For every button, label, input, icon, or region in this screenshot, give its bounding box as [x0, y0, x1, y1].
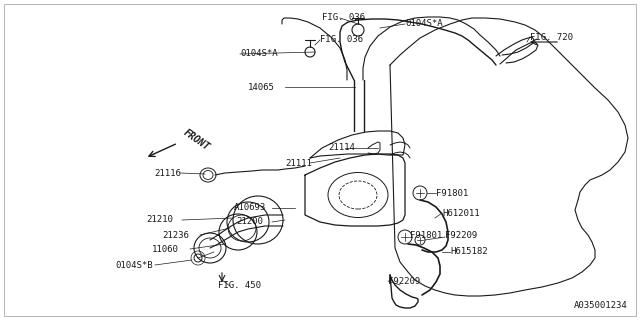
- Text: FRONT: FRONT: [182, 127, 212, 153]
- Text: F92209: F92209: [445, 230, 477, 239]
- Text: 21210: 21210: [146, 215, 173, 225]
- Text: 21200: 21200: [236, 218, 263, 227]
- Text: 21116: 21116: [154, 169, 181, 178]
- Text: A035001234: A035001234: [574, 301, 628, 310]
- Text: 11060: 11060: [152, 244, 179, 253]
- Text: F92209: F92209: [388, 276, 420, 285]
- Text: FIG. 720: FIG. 720: [530, 33, 573, 42]
- Text: 21111: 21111: [285, 158, 312, 167]
- Text: FIG. 036: FIG. 036: [320, 36, 363, 44]
- Text: 0104S*A: 0104S*A: [405, 20, 443, 28]
- Text: F91801: F91801: [436, 188, 468, 197]
- Text: A10693: A10693: [234, 204, 266, 212]
- Text: FIG. 036: FIG. 036: [322, 13, 365, 22]
- Text: 21236: 21236: [162, 230, 189, 239]
- Text: 14065: 14065: [248, 83, 275, 92]
- Text: 0104S*A: 0104S*A: [240, 50, 278, 59]
- Text: FIG. 450: FIG. 450: [218, 282, 261, 291]
- Text: F91801: F91801: [410, 230, 442, 239]
- Text: H615182: H615182: [450, 247, 488, 257]
- Text: 0104S*B: 0104S*B: [115, 260, 152, 269]
- Text: 21114: 21114: [328, 143, 355, 153]
- Text: H612011: H612011: [442, 209, 479, 218]
